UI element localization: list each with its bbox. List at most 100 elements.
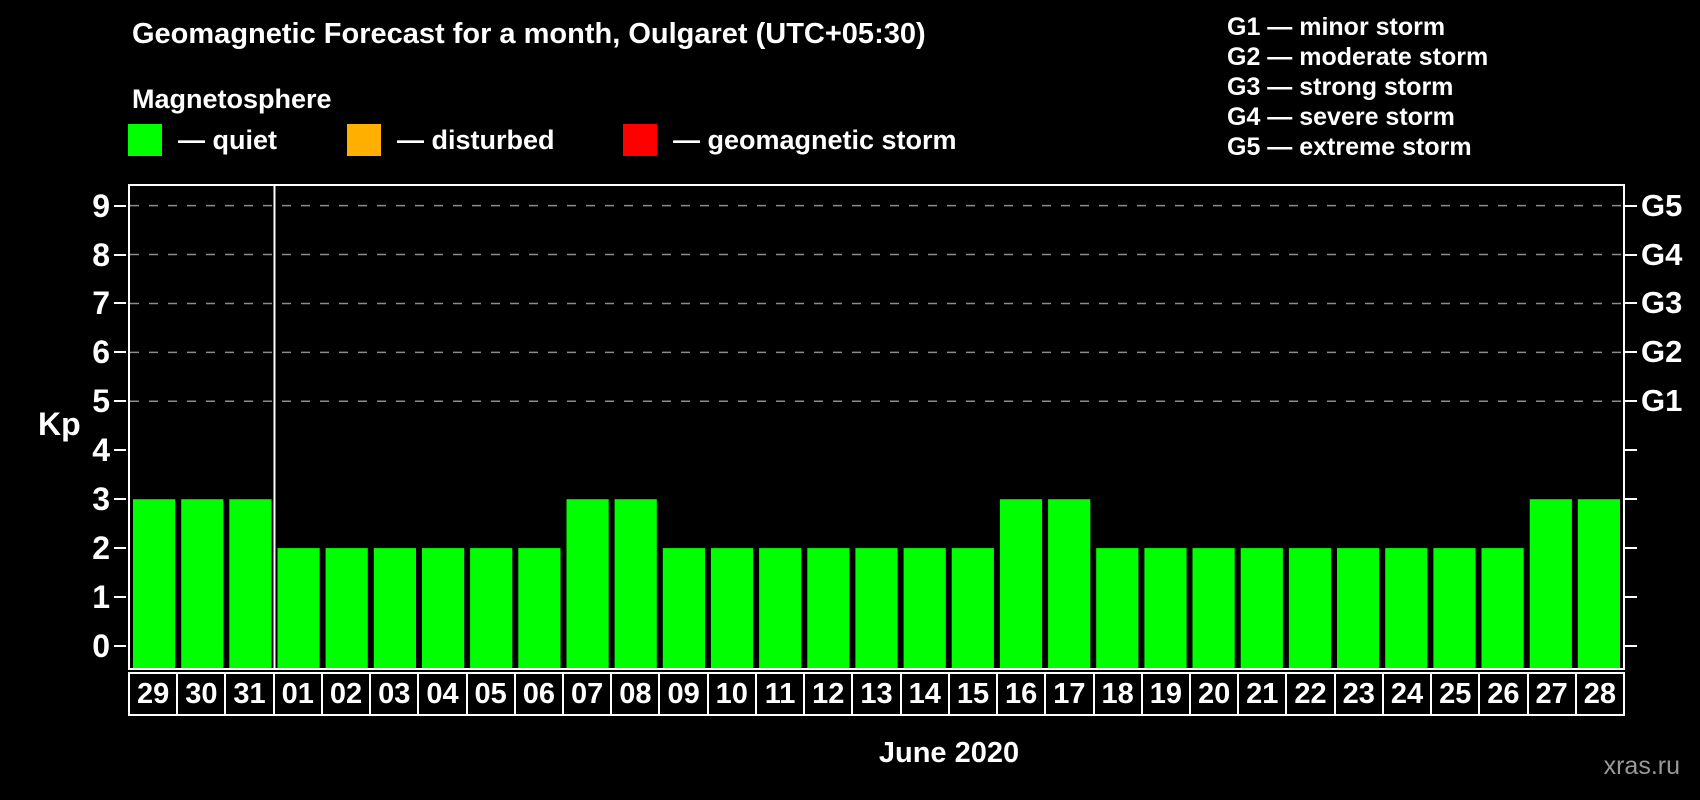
g-legend-line-4: G4 — severe storm	[1227, 103, 1455, 131]
bar-07	[566, 499, 609, 668]
date-cell-12: 12	[805, 674, 852, 714]
left-tick-kp4	[114, 449, 126, 452]
bar-12	[807, 548, 850, 668]
right-tick-kp7	[1625, 302, 1637, 305]
right-tick-kp9	[1625, 204, 1637, 207]
right-tick-kp5	[1625, 400, 1637, 403]
g-legend-line-3: G3 — strong storm	[1227, 73, 1454, 101]
bar-30	[181, 499, 224, 668]
g-legend-line-1: G1 — minor storm	[1227, 13, 1446, 41]
date-cell-21: 21	[1239, 674, 1286, 714]
kp-tick-label-6: 6	[92, 334, 110, 371]
date-cell-25: 25	[1432, 674, 1479, 714]
date-cell-04: 04	[419, 674, 466, 714]
date-cell-07: 07	[564, 674, 611, 714]
bar-11	[759, 548, 802, 668]
right-tick-kp4	[1625, 449, 1637, 452]
kp-tick-label-7: 7	[92, 285, 110, 322]
g-tick-label-G1: G1	[1641, 383, 1683, 419]
date-cell-30: 30	[178, 674, 225, 714]
kp-bar-chart	[130, 186, 1623, 668]
legend-swatch-storm	[623, 124, 657, 156]
date-cell-11: 11	[756, 674, 804, 714]
bar-27	[1529, 499, 1572, 668]
bar-31	[229, 499, 272, 668]
date-cell-01: 01	[274, 674, 321, 714]
bar-18	[1096, 548, 1139, 668]
date-cell-02: 02	[322, 674, 370, 714]
plot-area	[128, 184, 1625, 670]
date-cell-28: 28	[1576, 674, 1623, 714]
bar-26	[1481, 548, 1524, 668]
date-cell-15: 15	[949, 674, 997, 714]
date-cell-23: 23	[1335, 674, 1382, 714]
date-cell-17: 17	[1046, 674, 1093, 714]
y-axis-label: Kp	[38, 406, 81, 442]
x-axis-label: June 2020	[878, 737, 1020, 769]
bar-19	[1144, 548, 1187, 668]
right-tick-kp8	[1625, 253, 1637, 256]
bar-04	[422, 548, 465, 668]
g-scale-legend: G1 — minor storm G2 — moderate storm G3 — …	[1227, 12, 1488, 162]
legend-swatch-disturbed	[347, 124, 381, 156]
left-tick-kp7	[114, 302, 126, 305]
watermark: xras.ru	[1603, 752, 1680, 780]
bar-05	[470, 548, 513, 668]
g-tick-label-G4: G4	[1641, 236, 1683, 272]
date-cell-16: 16	[998, 674, 1045, 714]
bar-03	[373, 548, 416, 668]
bar-13	[855, 548, 898, 668]
chart-subtitle: Magnetosphere	[132, 84, 332, 114]
legend-item-disturbed: — disturbed	[347, 124, 555, 156]
kp-tick-label-0: 0	[92, 627, 110, 664]
kp-tick-label-2: 2	[92, 530, 110, 567]
g-tick-label-G5: G5	[1641, 187, 1683, 223]
date-cell-05: 05	[467, 674, 514, 714]
right-tick-kp0	[1625, 644, 1637, 647]
left-tick-kp3	[114, 498, 126, 501]
date-cell-19: 19	[1142, 674, 1189, 714]
kp-tick-label-4: 4	[92, 432, 110, 469]
bar-23	[1337, 548, 1380, 668]
right-tick-kp6	[1625, 351, 1637, 354]
left-tick-kp8	[114, 253, 126, 256]
left-tick-kp1	[114, 596, 126, 599]
bar-10	[710, 548, 754, 668]
left-tick-kp2	[114, 547, 126, 550]
kp-tick-label-8: 8	[92, 236, 110, 273]
legend-label-quiet: — quiet	[178, 124, 277, 155]
bar-15	[951, 548, 994, 668]
right-tick-kp3	[1625, 498, 1637, 501]
right-tick-kp1	[1625, 596, 1637, 599]
date-cell-14: 14	[901, 674, 948, 714]
bar-06	[518, 548, 561, 668]
bar-08	[614, 499, 657, 668]
bar-22	[1288, 548, 1332, 668]
legend-label-storm: — geomagnetic storm	[673, 124, 957, 155]
date-cell-10: 10	[708, 674, 755, 714]
kp-tick-label-5: 5	[92, 383, 110, 420]
bar-28	[1577, 499, 1620, 668]
kp-tick-label-3: 3	[92, 481, 110, 518]
left-tick-kp0	[114, 644, 126, 647]
date-cell-09: 09	[660, 674, 707, 714]
bar-20	[1192, 548, 1235, 668]
legend-item-storm: — geomagnetic storm	[623, 124, 957, 156]
date-cell-03: 03	[371, 674, 418, 714]
left-tick-kp5	[114, 400, 126, 403]
bar-29	[133, 499, 176, 668]
right-tick-kp2	[1625, 547, 1637, 550]
chart-title: Geomagnetic Forecast for a month, Oulgar…	[132, 18, 926, 50]
bar-14	[903, 548, 946, 668]
legend-item-quiet: — quiet	[128, 124, 277, 156]
date-axis: 29 30 31 01 02 03 04 05 06 07 08 09 10 11 12 13 14 15 16 17…	[128, 672, 1625, 716]
date-cell-20: 20	[1190, 674, 1238, 714]
g-legend-line-5: G5 — extreme storm	[1227, 133, 1472, 161]
bar-17	[1048, 499, 1091, 668]
bar-09	[662, 548, 705, 668]
left-tick-kp9	[114, 204, 126, 207]
bar-01	[277, 548, 320, 668]
legend-swatch-quiet	[128, 124, 162, 156]
g-tick-label-G3: G3	[1641, 285, 1683, 321]
